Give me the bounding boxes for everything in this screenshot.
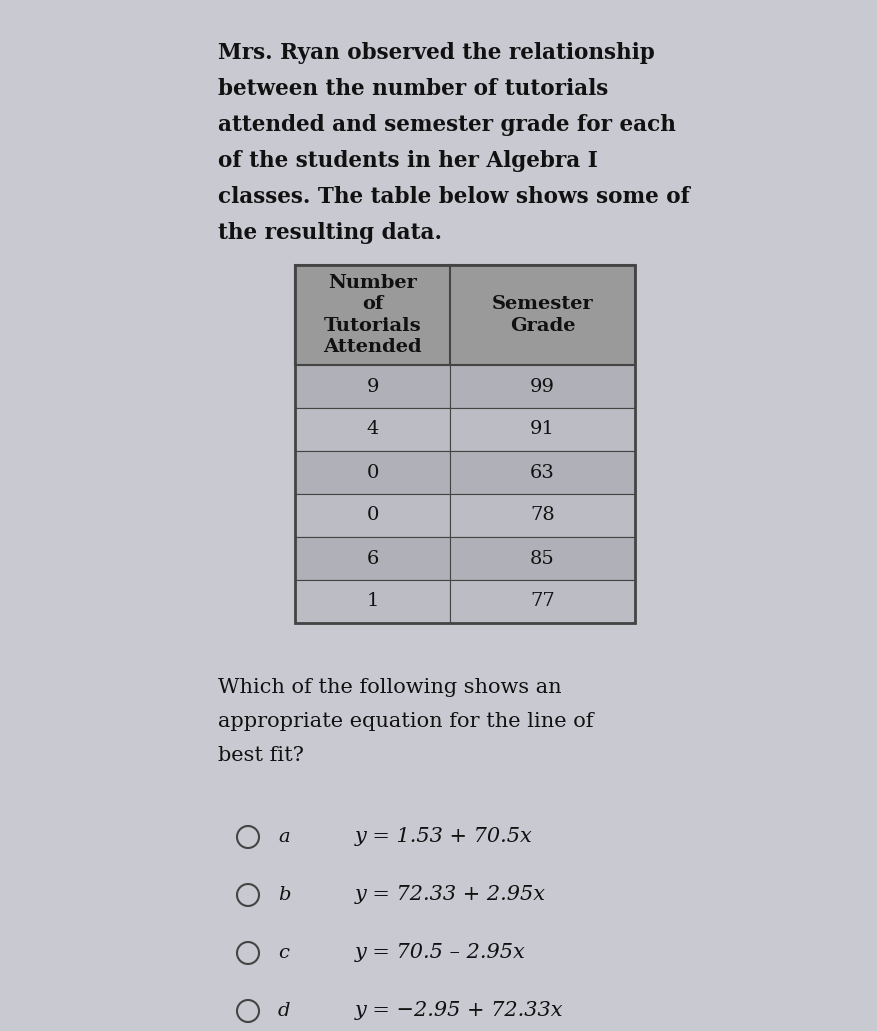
Text: Number
of
Tutorials
Attended: Number of Tutorials Attended (324, 274, 422, 357)
Bar (295, 580, 450, 623)
Text: c: c (278, 944, 289, 962)
Text: between the number of tutorials: between the number of tutorials (218, 78, 609, 100)
Text: Semester
Grade: Semester Grade (492, 295, 594, 335)
Text: y = 70.5 – 2.95x: y = 70.5 – 2.95x (355, 943, 525, 963)
Text: Mrs. Ryan observed the relationship: Mrs. Ryan observed the relationship (218, 42, 655, 64)
Text: b: b (278, 886, 290, 904)
Text: 1: 1 (367, 593, 379, 610)
Bar (450, 580, 635, 623)
Text: the resulting data.: the resulting data. (218, 222, 442, 244)
Text: 0: 0 (367, 464, 379, 481)
Bar (450, 365, 635, 408)
Text: a: a (278, 828, 289, 846)
Text: Which of the following shows an: Which of the following shows an (218, 678, 561, 697)
Text: of the students in her Algebra I: of the students in her Algebra I (218, 149, 598, 172)
Text: y = 72.33 + 2.95x: y = 72.33 + 2.95x (355, 886, 546, 904)
Text: 9: 9 (367, 377, 379, 396)
Text: 77: 77 (530, 593, 555, 610)
Bar (450, 408, 635, 451)
Bar (450, 451, 635, 494)
Bar (295, 537, 450, 580)
Bar (450, 537, 635, 580)
Text: 91: 91 (530, 421, 555, 438)
Bar (295, 408, 450, 451)
Text: 0: 0 (367, 506, 379, 525)
Text: 99: 99 (530, 377, 555, 396)
Text: 63: 63 (530, 464, 555, 481)
Text: attended and semester grade for each: attended and semester grade for each (218, 114, 676, 136)
Bar (295, 451, 450, 494)
Text: 4: 4 (367, 421, 379, 438)
Text: d: d (278, 1002, 290, 1020)
Text: y = −2.95 + 72.33x: y = −2.95 + 72.33x (355, 1001, 564, 1021)
Text: classes. The table below shows some of: classes. The table below shows some of (218, 186, 690, 208)
Text: y = 1.53 + 70.5x: y = 1.53 + 70.5x (355, 828, 532, 846)
Text: 78: 78 (530, 506, 555, 525)
Text: best fit?: best fit? (218, 746, 303, 765)
Bar (295, 494, 450, 537)
Text: 6: 6 (367, 550, 379, 567)
Text: 85: 85 (530, 550, 555, 567)
Bar (295, 265, 635, 623)
Bar (295, 265, 635, 365)
Bar (295, 365, 450, 408)
Bar (450, 494, 635, 537)
Text: appropriate equation for the line of: appropriate equation for the line of (218, 712, 594, 731)
